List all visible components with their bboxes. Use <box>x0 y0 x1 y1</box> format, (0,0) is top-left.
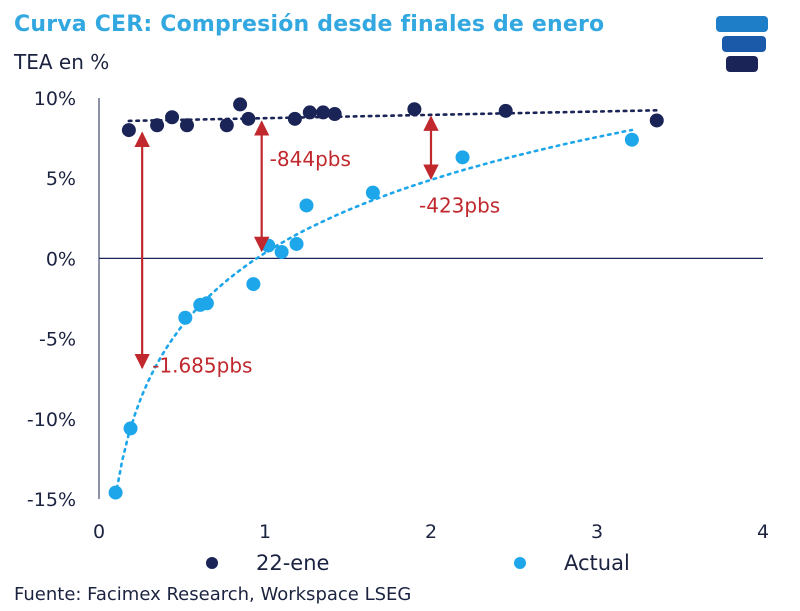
data-point-22-ene <box>233 97 248 112</box>
data-point-actual <box>246 277 261 292</box>
y-tick-label: -10% <box>27 409 76 431</box>
x-tick-label: 1 <box>259 521 271 543</box>
facimex-logo-icon <box>716 16 768 72</box>
legend-label-22-ene: 22-ene <box>256 551 329 575</box>
legend-marker-22-ene <box>206 557 218 569</box>
chart-area: 10% 5% 0% -5% -10% -15% 0 1 2 3 4 -1.685pbs -844pbs… <box>27 88 769 575</box>
data-point-22-ene <box>150 118 165 133</box>
trendline-22-ene <box>127 109 659 123</box>
source-note: Fuente: Facimex Research, Workspace LSEG <box>14 584 412 605</box>
data-point-22-ene <box>121 123 136 138</box>
data-point-actual <box>365 185 380 200</box>
x-tick-label: 0 <box>93 521 105 543</box>
data-point-actual <box>299 198 314 213</box>
y-tick-label: 10% <box>34 88 76 110</box>
y-tick-label: 0% <box>46 248 76 270</box>
data-point-actual <box>624 132 639 147</box>
x-tick-label: 4 <box>757 521 769 543</box>
legend-marker-actual <box>514 557 526 569</box>
data-point-22-ene <box>302 105 317 120</box>
data-point-22-ene <box>407 102 422 117</box>
legend-label-actual: Actual <box>564 551 630 575</box>
annotation-label: -1.685pbs <box>152 354 252 378</box>
data-point-actual <box>108 485 123 500</box>
y-tick-label: 5% <box>46 168 76 190</box>
data-point-22-ene <box>316 105 331 120</box>
data-point-actual <box>261 238 276 253</box>
data-point-22-ene <box>241 111 256 126</box>
data-point-22-ene <box>165 110 180 125</box>
trendline-actual <box>114 128 634 497</box>
y-tick-label: -5% <box>39 329 76 351</box>
data-point-22-ene <box>179 118 194 133</box>
data-point-actual <box>289 236 304 251</box>
y-tick-label: -15% <box>27 489 76 511</box>
data-point-22-ene <box>498 103 513 118</box>
chart-title: Curva CER: Compresión desde finales de e… <box>14 12 605 37</box>
annotation-label: -423pbs <box>419 193 500 217</box>
data-point-actual <box>274 244 289 259</box>
data-point-22-ene <box>649 113 664 128</box>
chart-subtitle: TEA en % <box>14 50 110 74</box>
data-point-22-ene <box>219 118 234 133</box>
data-point-actual <box>455 150 470 165</box>
data-point-22-ene <box>287 111 302 126</box>
x-tick-label: 2 <box>425 521 437 543</box>
annotation-label: -844pbs <box>270 147 351 171</box>
data-point-actual <box>178 310 193 325</box>
data-point-actual <box>123 421 138 436</box>
data-point-22-ene <box>327 107 342 122</box>
data-point-actual <box>199 296 214 311</box>
x-tick-label: 3 <box>591 521 603 543</box>
